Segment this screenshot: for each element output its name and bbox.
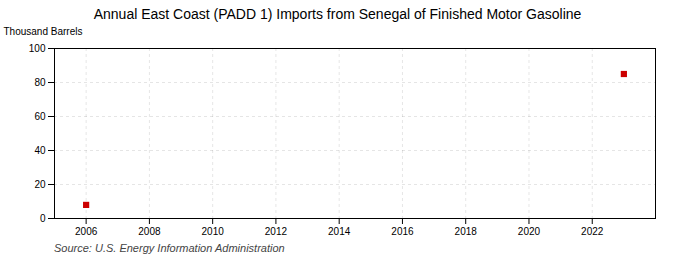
svg-text:2006: 2006 (75, 226, 98, 237)
svg-text:80: 80 (34, 77, 46, 88)
svg-text:Thousand Barrels: Thousand Barrels (4, 26, 83, 37)
svg-text:60: 60 (34, 111, 46, 122)
svg-text:2020: 2020 (518, 226, 541, 237)
svg-text:2012: 2012 (265, 226, 288, 237)
svg-text:2016: 2016 (391, 226, 414, 237)
svg-text:2014: 2014 (328, 226, 351, 237)
html-text:Source: U.S. Energy Informatio: Source: U.S. Energy Information Administ… (54, 242, 285, 254)
svg-text:20: 20 (34, 179, 46, 190)
svg-text:0: 0 (40, 213, 46, 224)
svg-text:2018: 2018 (455, 226, 478, 237)
html-text:Annual East Coast (PADD 1) Imp: Annual East Coast (PADD 1) Imports from … (93, 6, 582, 22)
svg-text:100: 100 (29, 43, 46, 54)
svg-text:40: 40 (34, 145, 46, 156)
svg-text:2010: 2010 (202, 226, 225, 237)
svg-text:2008: 2008 (138, 226, 161, 237)
svg-text:2022: 2022 (581, 226, 604, 237)
